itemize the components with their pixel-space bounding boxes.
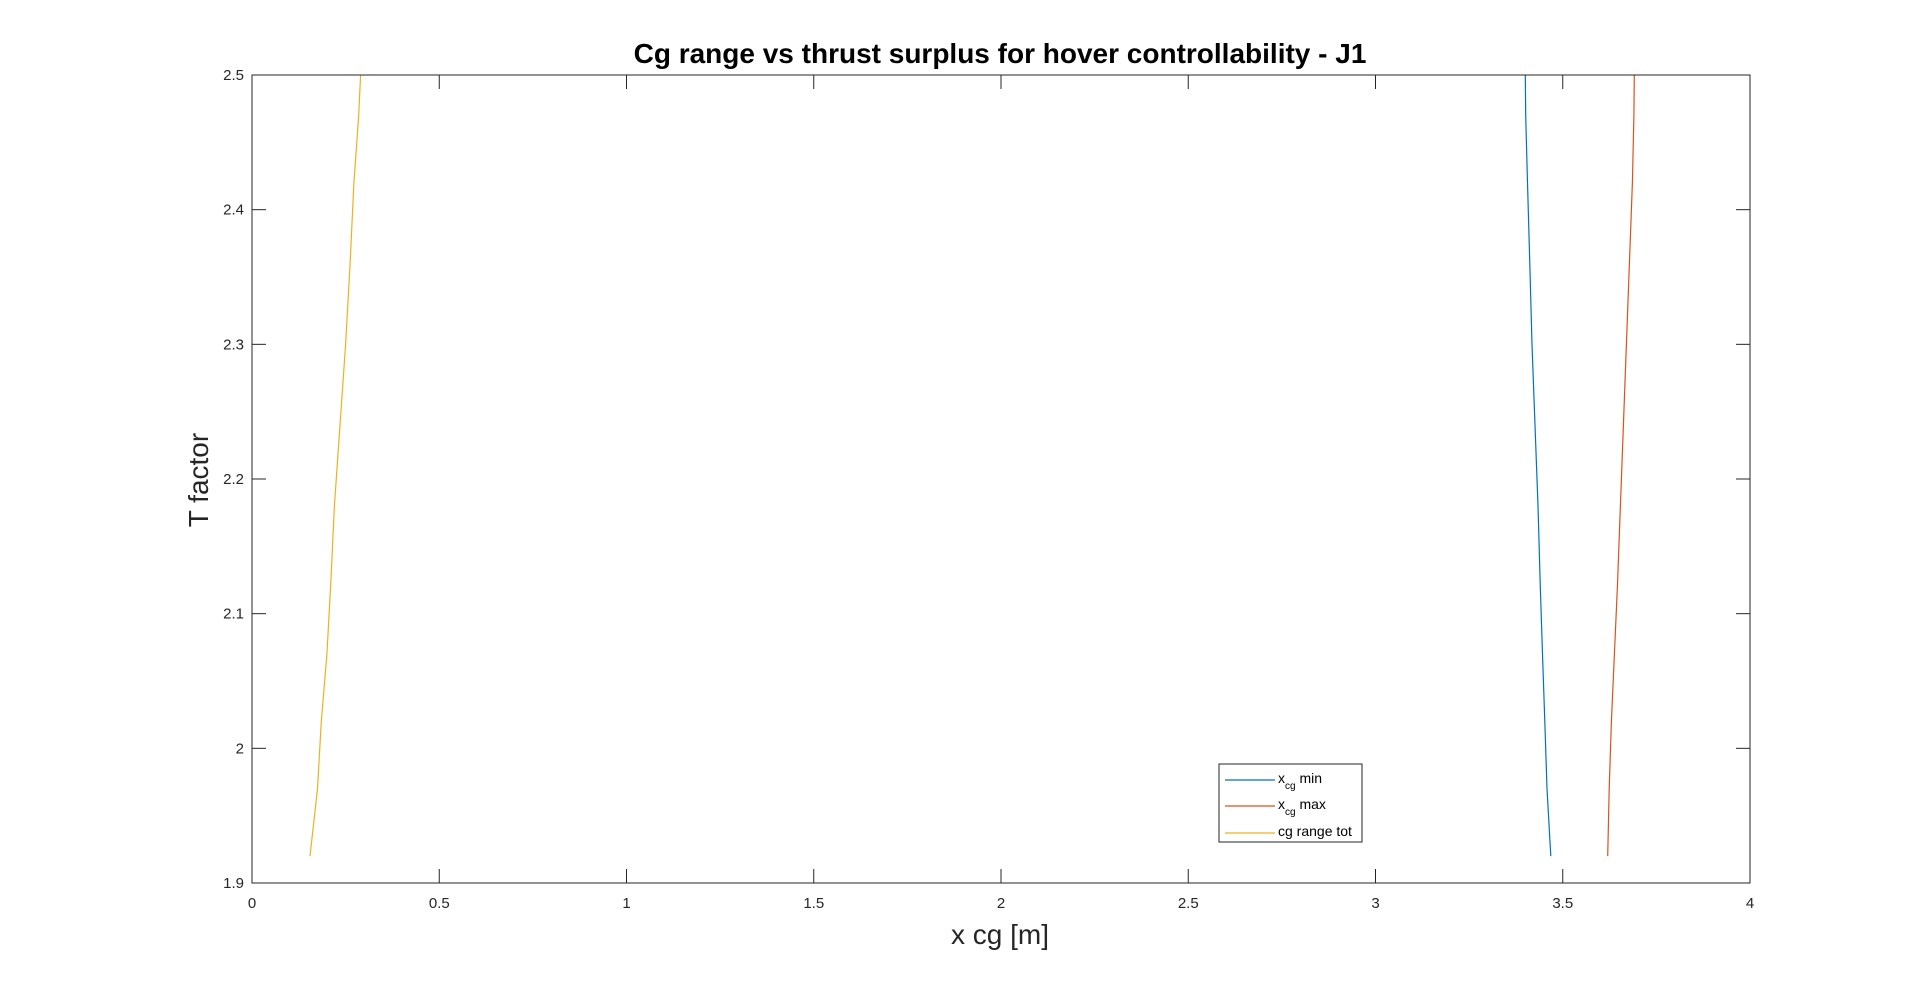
x-tick-label: 3	[1371, 895, 1379, 912]
series-line-1	[1524, 74, 1552, 857]
legend-label-3: cg range tot	[1278, 823, 1352, 839]
series-line-3	[309, 74, 362, 857]
plot-area	[252, 75, 1750, 883]
y-tick-label: 2.3	[223, 336, 244, 353]
legend-box	[1218, 763, 1363, 843]
legend-label-1: xcg min	[1278, 770, 1322, 792]
y-axis-ticks: 1.9 2 2.1 2.2 2.3 2.4 2.5	[223, 67, 1750, 892]
y-tick-label: 2.1	[223, 606, 244, 623]
series-line-2	[1607, 74, 1635, 857]
x-tick-label: 0	[248, 895, 256, 912]
x-tick-label: 1	[622, 895, 630, 912]
legend-label-2: xcg max	[1278, 796, 1326, 818]
plot-frame	[251, 74, 1751, 884]
x-tick-label: 3.5	[1552, 895, 1573, 912]
x-tick-label: 1.5	[803, 895, 824, 912]
legend: xcg min xcg max cg range tot	[1218, 763, 1363, 843]
y-tick-label: 2.5	[223, 67, 244, 84]
y-tick-label: 2	[236, 740, 244, 757]
y-tick-label: 2.2	[223, 471, 244, 488]
chart-title: Cg range vs thrust surplus for hover con…	[634, 38, 1367, 69]
x-tick-label: 2.5	[1178, 895, 1199, 912]
y-tick-label: 2.4	[223, 202, 244, 219]
x-tick-label: 4	[1746, 895, 1754, 912]
series-lines	[309, 74, 1635, 857]
x-tick-label: 0.5	[429, 895, 450, 912]
x-axis-ticks: 0 0.5 1 1.5 2 2.5 3 3.5 4	[248, 75, 1754, 912]
x-axis-title: x cg [m]	[951, 919, 1049, 950]
x-tick-label: 2	[997, 895, 1005, 912]
y-axis-title: T factor	[183, 433, 214, 527]
y-tick-label: 1.9	[223, 875, 244, 892]
